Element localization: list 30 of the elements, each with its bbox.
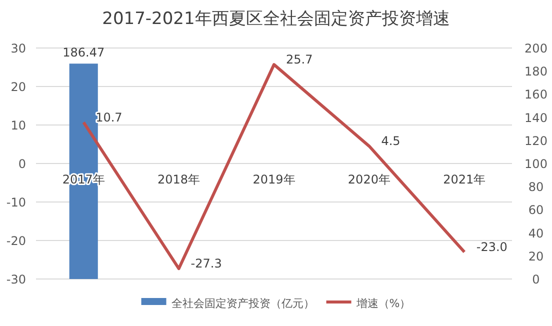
y2-tick-label: 80 — [528, 180, 544, 194]
y2-tick-label: 200 — [524, 42, 548, 56]
y2-tick-label: 60 — [528, 203, 544, 218]
y-tick-label: -30 — [6, 272, 26, 286]
y-tick-label: -10 — [6, 196, 26, 210]
y2-tick-label: 100 — [524, 157, 548, 171]
y2-tick-label: 160 — [524, 88, 548, 102]
legend-label: 全社会固定资产投资（亿元） — [171, 297, 314, 310]
data-label: -23.0 — [476, 240, 508, 254]
y-tick-label: 10 — [10, 118, 26, 132]
y-tick-label: 0 — [18, 157, 26, 171]
y2-tick-label: 180 — [524, 64, 548, 79]
data-label: 4.5 — [381, 134, 400, 148]
x-tick-label: 2019年 — [252, 172, 296, 186]
y2-tick-label: 20 — [528, 249, 544, 264]
y2-tick-label: 120 — [524, 134, 548, 148]
y2-tick-label: 0 — [532, 272, 540, 286]
data-label: -27.3 — [190, 256, 222, 271]
chart-title: 2017-2021年西夏区全社会固定资产投资增速 — [102, 9, 450, 29]
data-label: 186.47 — [62, 46, 105, 60]
y2-tick-label: 40 — [528, 226, 544, 240]
y-tick-label: 30 — [10, 42, 26, 56]
x-tick-label: 2018年 — [158, 172, 200, 186]
y2-tick-label: 140 — [524, 110, 548, 125]
data-label: 25.7 — [286, 52, 313, 67]
y-tick-label: -20 — [6, 234, 26, 248]
y-tick-label: 20 — [10, 80, 26, 94]
x-tick-label: 2021年 — [443, 172, 486, 186]
x-tick-label: 2020年 — [348, 172, 390, 186]
legend-label: 增速（%） — [355, 297, 411, 310]
